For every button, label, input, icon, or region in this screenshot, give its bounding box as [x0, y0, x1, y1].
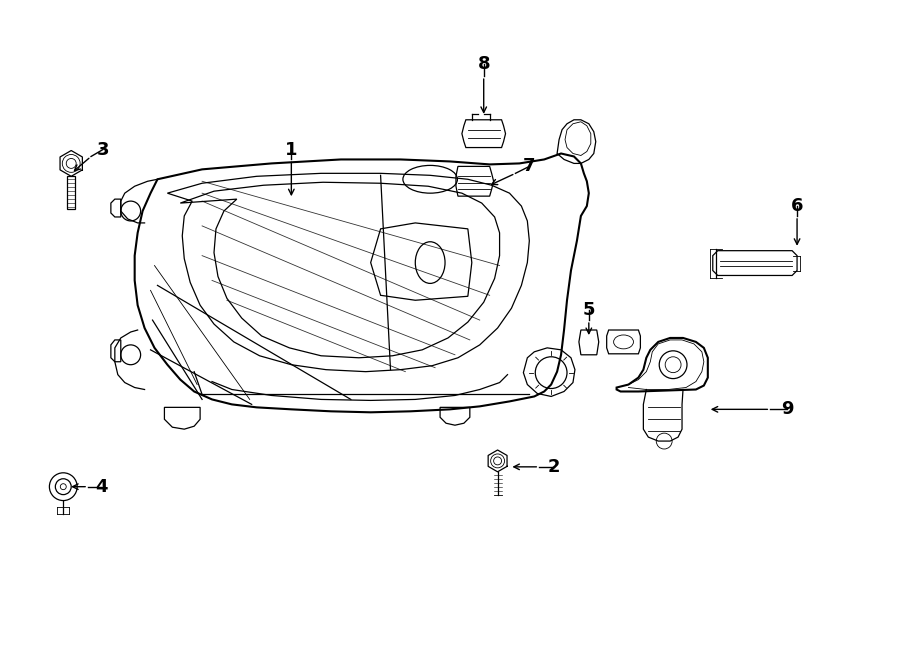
Text: 4: 4	[94, 478, 107, 496]
Text: 3: 3	[96, 140, 109, 158]
Text: 9: 9	[781, 401, 794, 418]
Text: 7: 7	[523, 158, 536, 175]
Text: 1: 1	[285, 140, 298, 158]
Text: 2: 2	[548, 458, 561, 476]
Text: 6: 6	[791, 197, 804, 215]
Text: 5: 5	[582, 301, 595, 319]
Text: 8: 8	[477, 55, 490, 73]
